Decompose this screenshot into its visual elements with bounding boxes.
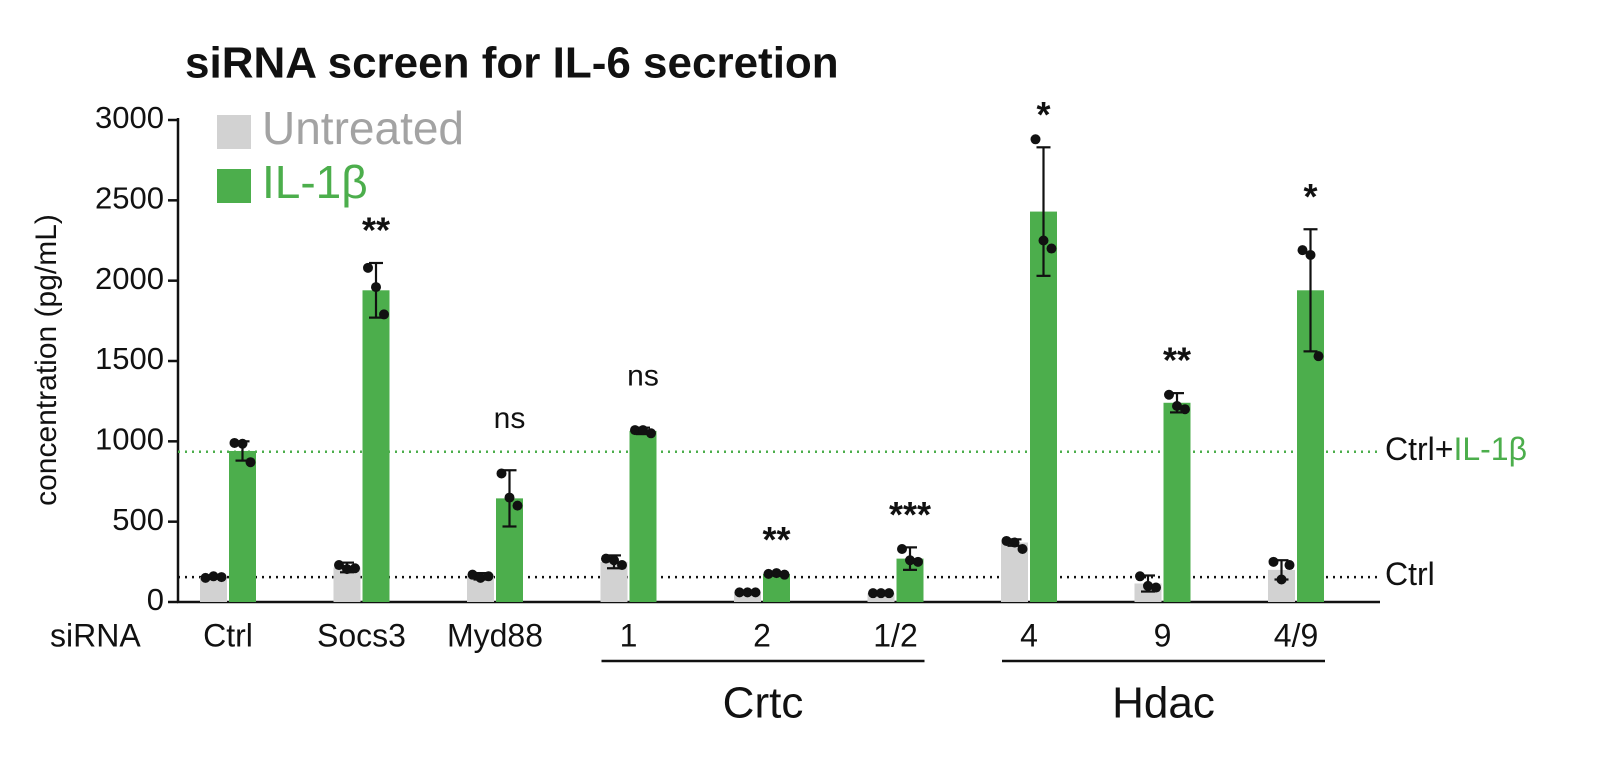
reference-label-text: Ctrl xyxy=(1385,557,1435,593)
data-point xyxy=(200,572,211,583)
legend-label: IL-1β xyxy=(262,156,368,208)
data-point xyxy=(483,571,494,582)
data-point xyxy=(750,587,761,598)
data-point xyxy=(734,587,745,598)
significance-label: ns xyxy=(627,360,659,393)
data-point xyxy=(1313,351,1324,362)
data-point xyxy=(771,568,782,579)
data-point xyxy=(512,500,523,511)
data-point xyxy=(371,282,381,293)
group-label: Hdac xyxy=(1112,679,1215,728)
data-point xyxy=(763,568,774,579)
significance-label: ns xyxy=(494,402,526,435)
data-point xyxy=(334,560,344,571)
chart-title: siRNA screen for IL-6 secretion xyxy=(185,39,839,88)
data-point xyxy=(779,569,790,580)
x-tick-label: Ctrl xyxy=(203,617,253,653)
data-point xyxy=(1268,556,1279,567)
data-point xyxy=(742,587,753,598)
data-point xyxy=(504,492,515,503)
data-point xyxy=(1164,389,1174,400)
bar xyxy=(629,430,657,602)
y-tick-label: 0 xyxy=(147,582,164,617)
data-point xyxy=(1135,571,1145,582)
group-label: Crtc xyxy=(723,679,804,728)
reference-label: Ctrl+IL-1β xyxy=(1385,431,1527,467)
reference-label-highlight: IL-1β xyxy=(1453,431,1527,467)
x-tick-label: 9 xyxy=(1154,617,1172,653)
x-tick-label: 4 xyxy=(1020,617,1038,653)
x-tick-label: 1/2 xyxy=(873,617,917,653)
data-point xyxy=(350,563,360,574)
data-point xyxy=(1180,404,1190,415)
y-tick-label: 2000 xyxy=(95,261,164,296)
data-point xyxy=(379,309,389,320)
data-point xyxy=(646,428,656,439)
data-point xyxy=(1046,243,1057,254)
legend-swatch xyxy=(217,115,251,149)
x-tick-label: 1 xyxy=(620,617,638,653)
data-point xyxy=(609,555,619,566)
data-point xyxy=(363,262,373,273)
y-axis-label: concentration (pg/mL) xyxy=(30,214,63,506)
legend-label: Untreated xyxy=(262,102,464,154)
data-point xyxy=(617,560,627,571)
data-point xyxy=(1305,249,1316,260)
data-point xyxy=(237,438,248,449)
data-point xyxy=(467,569,478,580)
data-point xyxy=(630,425,640,436)
data-point xyxy=(1284,560,1295,571)
significance-label: * xyxy=(1303,176,1317,217)
error-bar xyxy=(1303,228,1318,353)
data-point xyxy=(1143,580,1153,591)
x-tick-label: Myd88 xyxy=(447,617,543,653)
data-point xyxy=(638,425,648,436)
data-point xyxy=(1017,543,1028,554)
data-point xyxy=(229,437,240,448)
bar xyxy=(1163,402,1191,602)
data-point xyxy=(1001,535,1012,546)
x-tick-label: Socs3 xyxy=(317,617,406,653)
x-row-label: siRNA xyxy=(50,617,141,653)
data-point xyxy=(1172,400,1182,411)
data-point xyxy=(1038,235,1049,246)
significance-label: * xyxy=(1036,94,1050,135)
data-point xyxy=(496,468,507,479)
data-point xyxy=(245,457,256,468)
x-tick-label: 4/9 xyxy=(1274,617,1318,653)
data-point xyxy=(342,564,352,575)
y-tick-label: 2500 xyxy=(95,181,164,216)
data-point xyxy=(913,556,923,567)
data-point xyxy=(1009,537,1020,548)
data-point xyxy=(216,572,227,583)
y-tick-label: 500 xyxy=(112,502,164,537)
bar xyxy=(362,290,390,602)
x-tick-label: 2 xyxy=(753,617,771,653)
bar xyxy=(229,450,256,602)
data-point xyxy=(208,571,219,582)
data-point xyxy=(1276,574,1287,585)
reference-label-text: Ctrl+ xyxy=(1385,431,1453,467)
data-point xyxy=(868,588,878,599)
data-point xyxy=(1151,582,1161,593)
y-tick-label: 1000 xyxy=(95,422,164,457)
data-point xyxy=(1297,245,1308,256)
data-point xyxy=(475,572,486,583)
data-point xyxy=(884,588,894,599)
data-point xyxy=(905,555,915,566)
significance-label: ** xyxy=(362,210,390,251)
significance-label: ** xyxy=(1163,340,1191,381)
y-tick-label: 3000 xyxy=(95,100,164,135)
legend-swatch xyxy=(217,169,251,203)
data-point xyxy=(1030,134,1041,145)
error-bar xyxy=(1036,146,1051,277)
y-tick-label: 1500 xyxy=(95,341,164,376)
data-point xyxy=(876,588,886,599)
data-point xyxy=(601,553,611,564)
reference-label: Ctrl xyxy=(1385,557,1435,593)
significance-label: ** xyxy=(762,519,790,560)
data-point xyxy=(897,543,907,554)
significance-label: *** xyxy=(889,494,931,535)
